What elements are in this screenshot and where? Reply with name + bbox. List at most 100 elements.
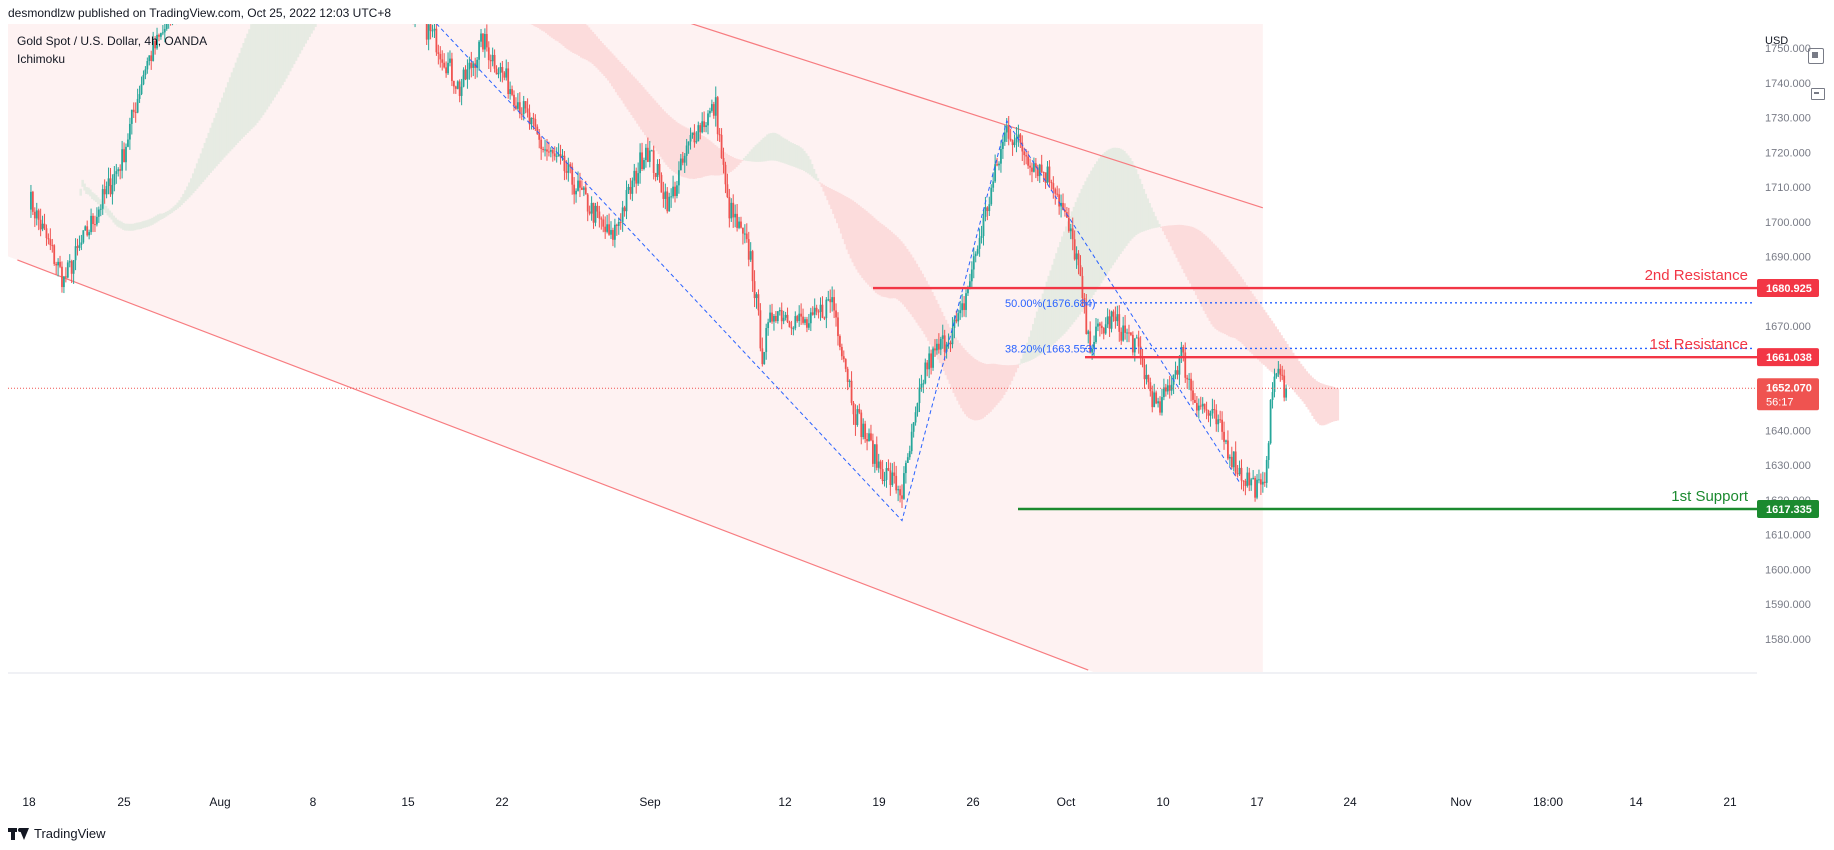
- candle-body: [660, 174, 663, 193]
- candle-body: [1192, 390, 1194, 400]
- ichimoku-cloud-bear: [1016, 364, 1019, 369]
- ichimoku-cloud-bull: [1082, 185, 1085, 310]
- candle-body: [1120, 331, 1123, 341]
- candle-body: [451, 58, 453, 81]
- candle-body: [610, 230, 612, 235]
- ichimoku-cloud-bear: [1183, 225, 1186, 274]
- candle-body: [577, 180, 579, 191]
- settings-icon[interactable]: [1810, 86, 1825, 100]
- ichimoku-cloud-bear: [938, 307, 942, 364]
- ichimoku-cloud-bull: [201, 148, 205, 183]
- ichimoku-cloud-bear: [655, 102, 659, 152]
- symbol-title[interactable]: Gold Spot / U.S. Dollar, 4h, OANDA: [17, 34, 208, 48]
- ichimoku-cloud-bear: [1206, 237, 1210, 318]
- candle-body: [699, 125, 702, 133]
- candle-body: [1186, 377, 1189, 380]
- candle-body: [586, 194, 589, 212]
- candle-body: [891, 472, 894, 486]
- ichimoku-cloud-bull: [259, 24, 263, 118]
- candle-body: [858, 409, 861, 413]
- candle-body: [852, 402, 855, 415]
- ichimoku-cloud-bull: [91, 192, 94, 200]
- candle-body: [970, 269, 973, 282]
- candle-body: [49, 239, 52, 246]
- ichimoku-cloud-bear: [682, 126, 686, 178]
- ichimoku-cloud-bear: [1014, 364, 1018, 373]
- candle-body: [509, 89, 512, 95]
- ichimoku-cloud-bull: [240, 47, 243, 139]
- candle-body: [965, 293, 967, 310]
- candle-body: [782, 317, 785, 322]
- candle-body: [491, 54, 494, 62]
- ichimoku-cloud-bull: [770, 133, 773, 161]
- ichimoku-cloud-bear: [603, 45, 606, 77]
- indicator-label[interactable]: Ichimoku: [17, 52, 66, 66]
- ichimoku-cloud-bear: [630, 74, 633, 116]
- ichimoku-cloud-bear: [962, 347, 965, 412]
- ichimoku-cloud-bull: [793, 143, 796, 167]
- channel-lower-line: [17, 259, 1089, 671]
- x-tick-label: 19: [872, 795, 886, 809]
- ichimoku-cloud-bull: [273, 24, 276, 98]
- ichimoku-cloud-bull: [265, 24, 269, 110]
- candle-body: [1228, 456, 1231, 459]
- candle-body: [707, 113, 709, 126]
- ichimoku-cloud-bear: [587, 27, 591, 62]
- ichimoku-cloud-bear: [729, 156, 732, 172]
- ichimoku-cloud-bull: [219, 102, 222, 162]
- candle-body: [901, 495, 903, 499]
- ichimoku-cloud-bear: [597, 38, 600, 70]
- ichimoku-cloud-bear: [719, 149, 723, 176]
- candle-body: [1009, 138, 1012, 141]
- y-tick-label: 1580.000: [1765, 634, 1811, 646]
- candle-body: [76, 246, 79, 248]
- ichimoku-cloud-bear: [1000, 365, 1004, 399]
- candle-body: [998, 163, 1000, 166]
- ichimoku-cloud-bull: [754, 145, 758, 162]
- candle-body: [403, 0, 405, 1]
- candle-body: [41, 223, 44, 230]
- candle-body: [957, 313, 960, 322]
- candle-body: [895, 475, 898, 491]
- ichimoku-cloud-bear: [1249, 290, 1252, 353]
- candle-body: [749, 251, 752, 260]
- ichimoku-cloud-bear: [611, 53, 614, 87]
- ichimoku-cloud-bull: [244, 38, 247, 135]
- candle-body: [445, 67, 447, 74]
- ichimoku-cloud-bear: [528, 0, 531, 23]
- candle-body: [666, 191, 669, 212]
- candle-body: [64, 276, 67, 278]
- candle-body: [955, 319, 958, 322]
- candle-body: [555, 155, 558, 157]
- ichimoku-cloud-bear: [1276, 329, 1279, 377]
- ichimoku-cloud-bull: [170, 208, 174, 213]
- tradingview-watermark[interactable]: TradingView: [8, 826, 106, 841]
- ichimoku-cloud-bear: [1319, 383, 1322, 426]
- maximize-icon[interactable]: [1808, 48, 1824, 64]
- ichimoku-cloud-bull: [246, 33, 249, 134]
- ichimoku-cloud-bear: [1227, 261, 1231, 337]
- candle-body: [602, 219, 605, 227]
- ichimoku-cloud-bear: [1225, 259, 1229, 336]
- ichimoku-cloud-bear: [1247, 288, 1250, 351]
- ichimoku-cloud-bull: [1097, 158, 1101, 287]
- candle-body: [670, 196, 673, 198]
- ichimoku-cloud-bear: [1293, 355, 1297, 393]
- ichimoku-cloud-bear: [1332, 386, 1336, 422]
- ichimoku-cloud-bear: [579, 24, 583, 58]
- candle-body: [784, 314, 787, 318]
- candle-body: [771, 312, 773, 322]
- ichimoku-cloud-bull: [1099, 155, 1103, 284]
- candle-body: [1098, 323, 1101, 326]
- candle-body: [117, 169, 120, 172]
- ichimoku-cloud-bear: [576, 24, 579, 55]
- ichimoku-cloud-bear: [678, 124, 682, 176]
- ichimoku-cloud-bear: [913, 260, 917, 320]
- candle-body: [786, 314, 789, 323]
- ichimoku-cloud-bear: [526, 0, 529, 21]
- ichimoku-cloud-bull: [277, 24, 280, 92]
- ichimoku-cloud-bear: [964, 350, 967, 415]
- candle-body: [524, 101, 527, 109]
- candle-body: [544, 149, 546, 151]
